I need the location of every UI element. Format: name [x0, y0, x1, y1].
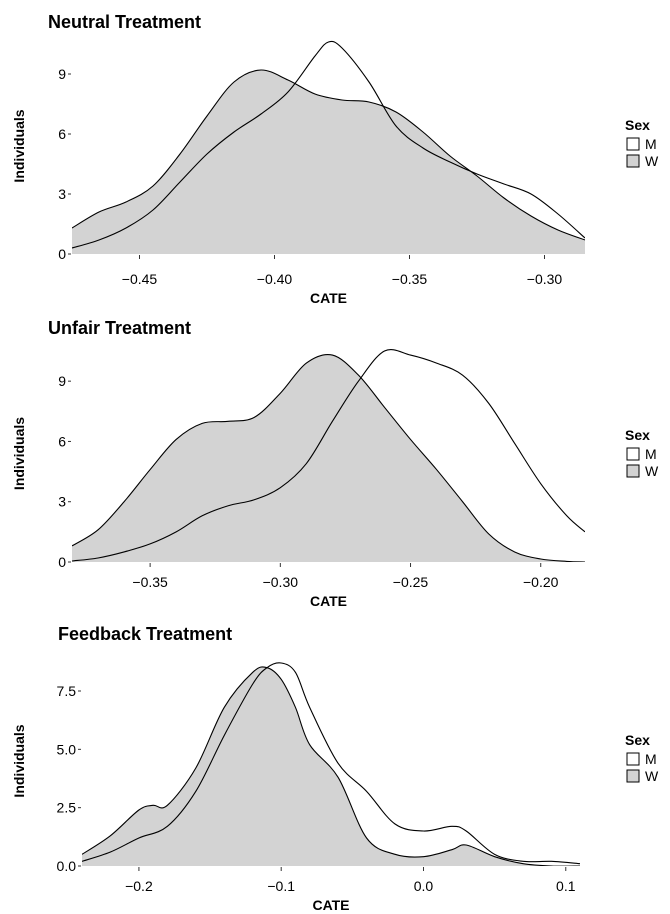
y-tick-label: 5.0	[57, 741, 77, 757]
x-axis-label: CATE	[310, 593, 347, 609]
legend-label-W: W	[645, 153, 659, 169]
density-line-M	[72, 40, 585, 249]
legend-swatch-M	[626, 137, 640, 151]
y-axis-label: Individuals	[11, 724, 27, 797]
x-tick-label: −0.20	[523, 574, 559, 590]
density-area-W	[72, 69, 585, 254]
density-area-W	[72, 354, 585, 562]
x-tick-label: −0.1	[267, 878, 295, 894]
x-axis-label: CATE	[310, 290, 347, 306]
panel-2: Unfair Treatment 0 3 6 9 −0.35 −0.30 −0.25 −0.20…	[11, 318, 659, 609]
x-tick-label: 0.1	[556, 878, 576, 894]
y-tick-label: 3	[58, 494, 66, 510]
legend-swatch-M	[626, 447, 640, 461]
density-line-W	[82, 666, 580, 866]
density-line-M	[82, 662, 580, 865]
x-tick-label: −0.35	[392, 271, 428, 287]
legend-title: Sex	[625, 427, 650, 443]
y-tick-label: 0.0	[57, 858, 77, 874]
legend: Sex MW	[625, 732, 659, 784]
legend-label-M: M	[645, 751, 657, 767]
panel-title: Unfair Treatment	[48, 318, 191, 338]
x-axis-label: CATE	[312, 897, 349, 913]
density-line-M	[72, 348, 585, 562]
density-area-W	[82, 666, 580, 866]
y-tick-label: 2.5	[57, 800, 77, 816]
legend-swatch-W	[626, 769, 640, 783]
y-tick-label: 0	[58, 554, 66, 570]
y-tick-label: 0	[58, 246, 66, 262]
x-tick-label: −0.2	[125, 878, 153, 894]
x-tick-label: −0.35	[132, 574, 168, 590]
density-line-W	[72, 69, 585, 241]
x-tick-label: −0.45	[122, 271, 158, 287]
y-axis-label: Individuals	[11, 417, 27, 490]
y-axis-label: Individuals	[11, 109, 27, 182]
x-tick-label: −0.40	[257, 271, 293, 287]
y-tick-label: 6	[58, 433, 66, 449]
legend-label-W: W	[645, 768, 659, 784]
legend-swatch-W	[626, 154, 640, 168]
panel-title: Feedback Treatment	[58, 624, 232, 644]
legend-swatch-M	[626, 752, 640, 766]
panel-1: Neutral Treatment 0 3 6 9 −0.45 −0.40 −0.35 −0.3…	[11, 12, 659, 306]
x-tick-label: 0.0	[414, 878, 434, 894]
panel-title: Neutral Treatment	[48, 12, 201, 32]
legend: Sex MW	[625, 117, 659, 169]
legend-title: Sex	[625, 732, 650, 748]
legend-label-M: M	[645, 446, 657, 462]
legend: Sex MW	[625, 427, 659, 479]
legend-swatch-W	[626, 464, 640, 478]
density-line-W	[72, 354, 585, 562]
y-tick-label: 7.5	[57, 683, 77, 699]
y-tick-label: 9	[58, 373, 66, 389]
panel-3: Feedback Treatment 0.0 2.5 5.0 7.5 −0.2 −0.1 0.…	[11, 624, 659, 913]
y-tick-label: 3	[58, 186, 66, 202]
legend-title: Sex	[625, 117, 650, 133]
x-tick-label: −0.30	[263, 574, 299, 590]
legend-label-W: W	[645, 463, 659, 479]
x-tick-label: −0.25	[393, 574, 429, 590]
y-tick-label: 6	[58, 126, 66, 142]
legend-label-M: M	[645, 136, 657, 152]
x-tick-label: −0.30	[527, 271, 563, 287]
y-tick-label: 9	[58, 66, 66, 82]
